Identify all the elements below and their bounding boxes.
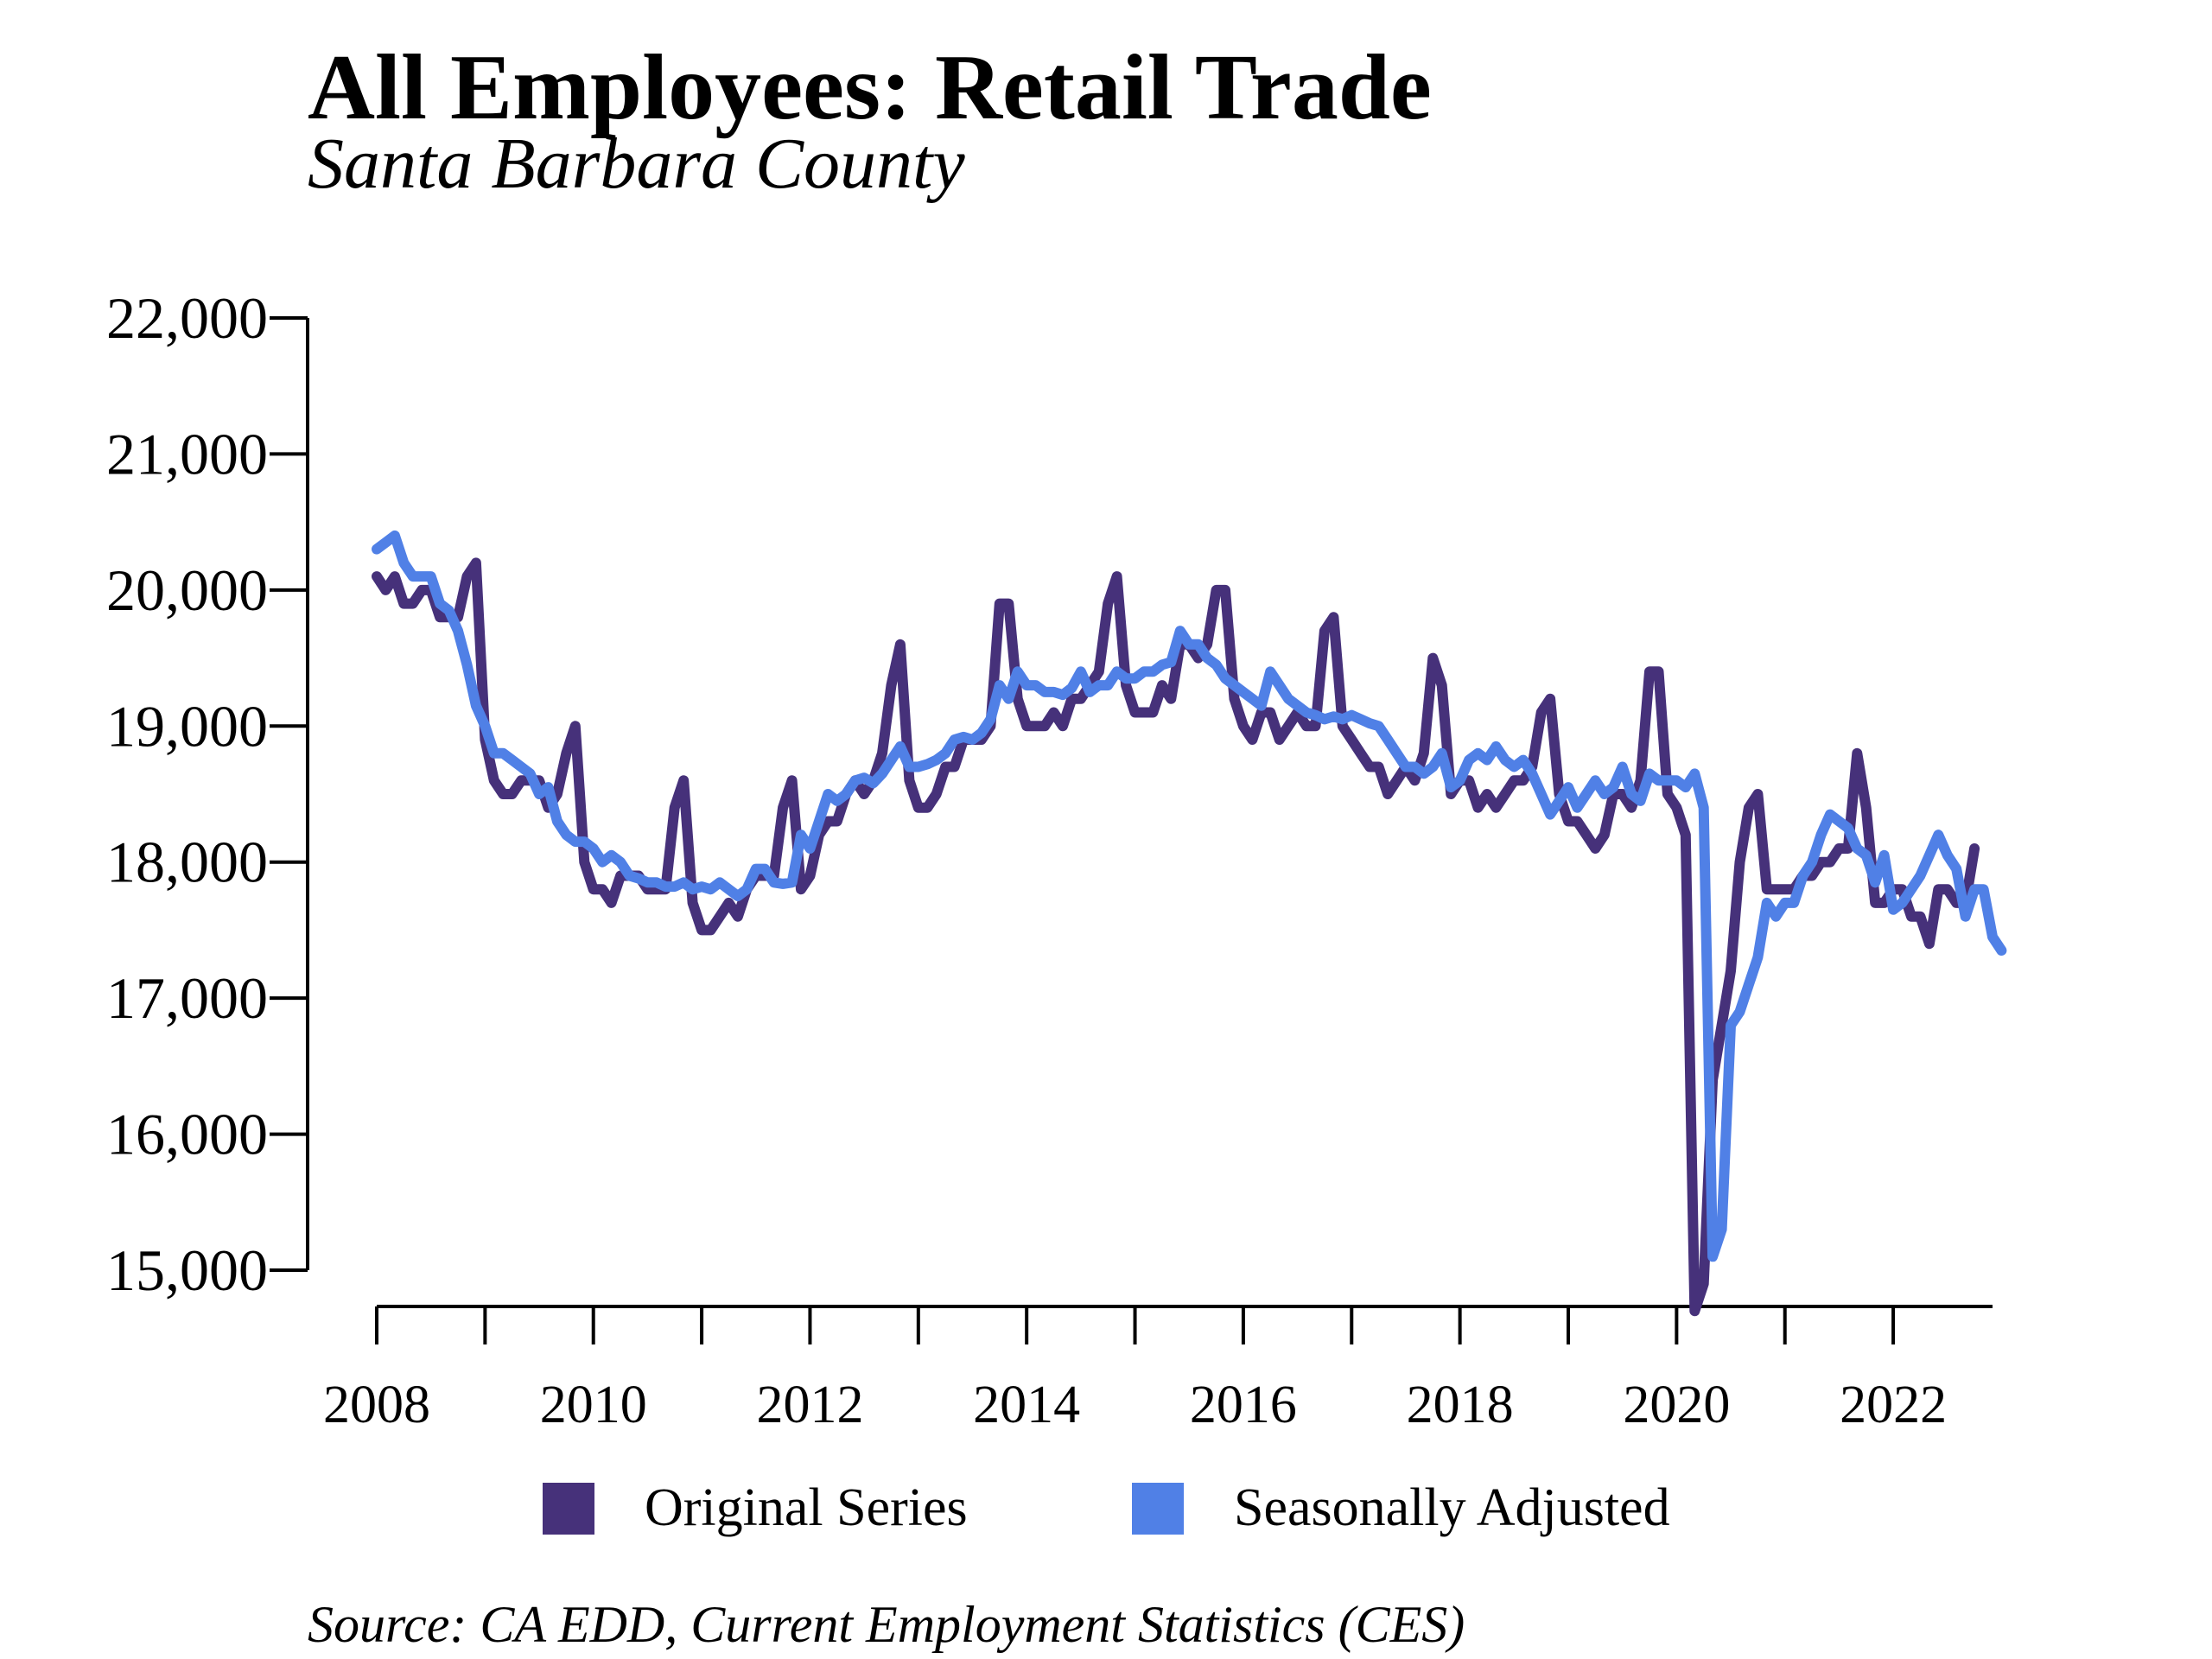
legend-item-original-series: Original Series	[543, 1478, 968, 1539]
source-note: Source: CA EDD, Current Employment Stati…	[308, 1596, 1465, 1653]
legend-swatch-original-series	[543, 1482, 594, 1535]
legend-swatch-seasonally-adjusted	[1132, 1482, 1184, 1535]
y-tick-label: 20,000	[106, 557, 268, 623]
x-tick-label: 2018	[1407, 1376, 1514, 1434]
x-axis: 2008 2010 2012 2014 2016 2018 2020 2022	[323, 1305, 1993, 1434]
chart-subtitle: Santa Barbara County	[308, 124, 965, 204]
y-axis: 15,000 16,000 17,000 18,000 19,000 20,000 21,0…	[106, 285, 309, 1303]
y-tick-label: 17,000	[106, 965, 268, 1031]
legend-label-original-series: Original Series	[645, 1478, 968, 1537]
y-tick-label: 18,000	[106, 830, 268, 895]
x-tick-label: 2008	[323, 1376, 430, 1434]
x-tick-label: 2010	[540, 1376, 647, 1434]
series-line-original	[372, 557, 1980, 1317]
legend-label-seasonally-adjusted: Seasonally Adjusted	[1234, 1478, 1670, 1537]
legend-item-seasonally-adjusted: Seasonally Adjusted	[1132, 1478, 1670, 1539]
y-tick-label: 21,000	[106, 421, 268, 486]
x-tick-label: 2022	[1840, 1376, 1947, 1434]
x-tick-label: 2012	[756, 1376, 863, 1434]
x-tick-label: 2014	[973, 1376, 1080, 1434]
x-tick-label: 2020	[1623, 1376, 1730, 1434]
series-line-seasonally-adjusted	[372, 530, 2007, 1262]
x-tick-label: 2016	[1190, 1376, 1297, 1434]
y-tick-label: 19,000	[106, 693, 268, 759]
y-tick-label: 16,000	[106, 1102, 268, 1167]
chart-title: All Employees: Retail Trade	[308, 36, 1432, 139]
y-tick-label: 15,000	[106, 1237, 268, 1303]
series-lines	[372, 530, 2007, 1317]
y-tick-label: 22,000	[106, 285, 268, 351]
